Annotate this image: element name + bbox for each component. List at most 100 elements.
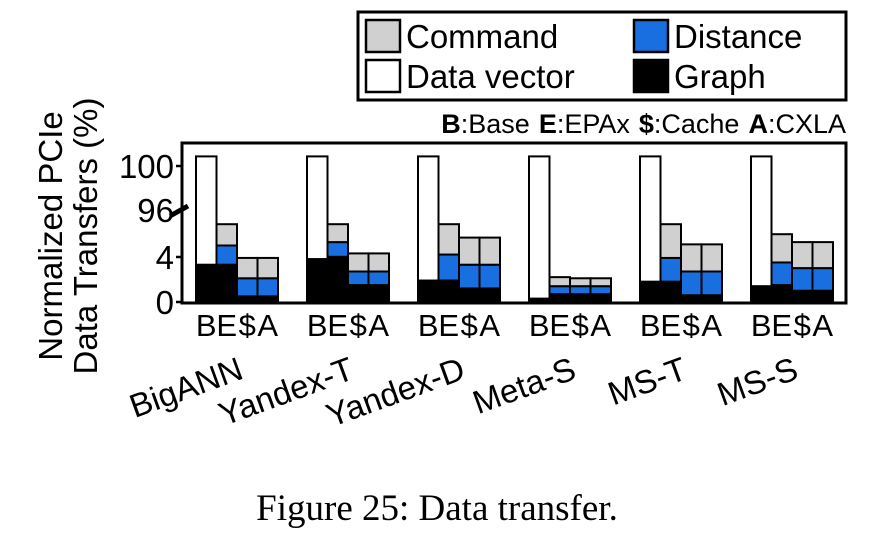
bar-segment-yandex-d-e-graph [437,279,460,303]
bar-segment-yandex-t-a-graph [367,284,390,303]
bar-segment-meta-s-b-data-vector [528,155,551,300]
bar-segment-bigann-e-graph [215,263,238,303]
bar-segment-ms-s-e-distance [770,261,793,287]
bar-segment-ms-s-cache-distance [791,267,814,292]
y-tick-label-0: 0 [156,284,174,321]
legend-swatch-graph [632,58,670,94]
group-label-ms-s: MS-S [712,350,802,413]
config-tick-label-yandex-d-cache: $ [461,308,478,343]
bar-segment-ms-t-a-command [700,243,723,273]
config-tick-label-ms-s-e: E [771,308,792,343]
config-key-e-letter: E [539,109,557,139]
bar-segment-meta-s-e-command [548,276,571,288]
config-key-b-letter: B [441,109,461,139]
config-tick-label-yandex-d-a: A [479,308,500,343]
bar-segment-ms-s-a-distance [811,267,834,292]
plot-frame [180,141,848,305]
y-axis: 100 96 4 0 [119,148,190,321]
bar-segment-yandex-t-cache-command [347,252,370,273]
config-key: B:Base E:EPAx $:Cache A:CXLA [441,109,846,139]
bar-segment-yandex-t-b-graph [306,258,329,303]
bar-segment-meta-s-cache-graph [569,293,592,303]
bar-segment-bigann-cache-command [236,256,259,280]
bar-segment-bigann-b-graph [195,263,218,303]
bar-segment-ms-t-a-graph [700,294,723,304]
bar-segment-yandex-d-cache-command [458,236,481,266]
bar-segment-yandex-d-cache-distance [458,263,481,290]
bar-segment-bigann-a-command [256,256,279,280]
bar-segment-yandex-d-a-distance [478,263,501,290]
y-axis-break-marker [168,203,190,219]
y-axis-title-line1: Normalized PCIe [32,111,69,360]
group-label-ms-t: MS-T [603,350,691,412]
figure-caption: Figure 25: Data transfer. [256,488,618,529]
bar-segment-meta-s-a-distance [589,285,612,296]
y-axis-title-line2: Data Transfers (%) [67,98,104,375]
config-tick-label-bigann-a: A [257,308,278,343]
legend-label-data-vector: Data vector [406,58,575,95]
config-tick-label-meta-s-a: A [590,308,611,343]
bar-segment-yandex-d-e-command [437,223,460,256]
bar-segment-bigann-b-data-vector [195,155,218,266]
config-key-cache-letter: $ [639,109,654,139]
config-key-a-name: :CXLA [768,109,846,139]
bar-segment-bigann-e-distance [215,244,238,266]
config-tick-label-yandex-t-a: A [368,308,389,343]
bar-segment-yandex-d-b-data-vector [417,155,440,282]
bar-segment-ms-t-a-distance [700,270,723,297]
group-label-meta-s: Meta-S [468,350,581,421]
config-key-cache-name: :Cache [654,109,740,139]
config-tick-label-ms-s-a: A [812,308,833,343]
config-tick-label-ms-t-a: A [701,308,722,343]
bar-segment-yandex-t-a-command [367,252,390,273]
bar-segment-meta-s-a-graph [589,293,612,303]
bar-segment-yandex-t-e-graph [326,255,349,303]
bar-segment-meta-s-a-command [589,277,612,288]
bar-segment-yandex-t-b-data-vector [306,155,329,261]
bar-segment-ms-s-cache-command [791,241,814,270]
bar-segment-meta-s-cache-command [569,277,592,288]
config-tick-label-bigann-e: E [216,308,237,343]
bar-segment-meta-s-cache-distance [569,285,592,296]
bar-segment-bigann-a-distance [256,277,279,298]
bar-segment-ms-t-e-distance [659,256,682,283]
bar-segment-ms-s-a-graph [811,289,834,304]
config-tick-label-yandex-d-e: E [438,308,459,343]
config-tick-label-bigann-b: B [196,308,217,343]
config-tick-label-ms-t-e: E [660,308,681,343]
y-tick-label-96: 96 [137,192,174,229]
y-tick-label-100: 100 [119,148,174,185]
bar-segment-bigann-cache-distance [236,277,259,298]
config-tick-label-yandex-t-e: E [327,308,348,343]
y-tick-label-4: 4 [156,239,174,276]
bar-segment-yandex-t-a-distance [367,270,390,287]
config-tick-label-meta-s-e: E [549,308,570,343]
bar-segment-yandex-d-e-distance [437,253,460,282]
config-tick-label-ms-s-cache: $ [794,308,811,343]
bar-segment-ms-t-b-graph [639,280,662,304]
legend-swatch-data-vector [364,58,402,94]
bar-segment-ms-s-e-command [770,233,793,264]
bar-segment-yandex-t-e-distance [326,241,349,258]
config-tick-label-bigann-cache: $ [239,308,256,343]
bar-segment-ms-t-b-data-vector [639,155,662,283]
bar-segment-bigann-e-command [215,223,238,247]
config-tick-label-ms-t-cache: $ [683,308,700,343]
legend: Command Distance Data vector Graph [356,10,848,102]
legend-border [356,10,848,102]
bar-segment-yandex-d-a-command [478,236,501,266]
bar-segment-meta-s-e-graph [548,293,571,303]
legend-swatch-distance [632,18,670,54]
bar-segment-ms-t-cache-distance [680,270,703,297]
bar-segment-yandex-d-b-graph [417,279,440,303]
config-tick-label-ms-t-b: B [640,308,661,343]
bar-segment-yandex-t-cache-graph [347,284,370,303]
bar-segment-ms-t-cache-graph [680,294,703,304]
bar-segment-ms-s-a-command [811,241,834,270]
bar-segment-ms-t-e-graph [659,280,682,304]
legend-label-graph: Graph [674,58,766,95]
bar-segment-ms-t-cache-command [680,243,703,273]
bar-segment-ms-s-b-graph [750,285,773,303]
